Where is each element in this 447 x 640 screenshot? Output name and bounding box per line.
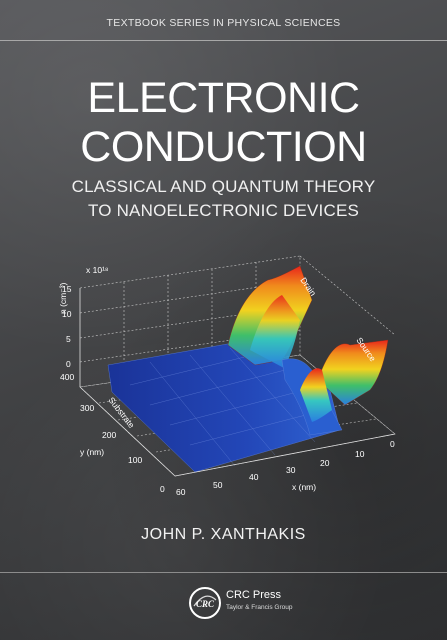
x-tick-10: 10 [355, 449, 365, 459]
y-tick-200: 200 [102, 430, 116, 440]
subtitle-line-1: CLASSICAL AND QUANTUM THEORY [71, 177, 376, 196]
plot-exponent-label: x 10¹⁸ [86, 265, 109, 275]
bottom-divider [0, 572, 447, 573]
x-tick-50: 50 [213, 480, 223, 490]
x-tick-0: 0 [390, 439, 395, 449]
title-line-1: ELECTRONIC [87, 74, 360, 122]
y-tick-400: 400 [60, 372, 74, 382]
plot-svg: x 10¹⁸ 15 10 5 0 n (cm⁻³) 400 300 200 10… [58, 255, 396, 497]
crc-logo-text: CRC [196, 599, 215, 609]
x-tick-60: 60 [176, 487, 186, 497]
plot-axes [79, 288, 396, 477]
z-axis-label: n (cm⁻³) [58, 282, 68, 314]
surface-source-ridge [300, 368, 332, 422]
z-tick-15: 15 [62, 284, 72, 294]
crc-logo-icon: CRC [189, 587, 221, 619]
author-name: JOHN P. XANTHAKIS [141, 526, 306, 543]
cover-figure-3d-plot: x 10¹⁸ 15 10 5 0 n (cm⁻³) 400 300 200 10… [0, 240, 447, 510]
top-divider [0, 40, 447, 41]
publisher-name: CRC Press [226, 589, 282, 601]
y-tick-100: 100 [128, 455, 142, 465]
z-tick-0: 0 [66, 359, 71, 369]
x-tick-30: 30 [286, 465, 296, 475]
y-tick-0: 0 [160, 484, 165, 494]
x-axis-label: x (nm) [292, 482, 316, 492]
series-title: TEXTBOOK SERIES IN PHYSICAL SCIENCES [106, 17, 341, 29]
subtitle-line-2: TO NANOELECTRONIC DEVICES [87, 201, 360, 220]
surface-mesh [129, 347, 326, 467]
y-tick-300: 300 [80, 403, 94, 413]
x-tick-40: 40 [249, 472, 259, 482]
z-tick-5: 5 [66, 334, 71, 344]
surface-drain-front [250, 295, 300, 368]
publisher-tagline: Taylor & Francis Group [226, 604, 293, 611]
z-tick-10: 10 [62, 309, 72, 319]
surface-source-peak [317, 339, 389, 406]
y-axis-label: y (nm) [80, 447, 104, 457]
publisher-block: CRC CRC Press Taylor & Francis Group [188, 586, 328, 626]
title-line-2: CONDUCTION [80, 123, 367, 171]
x-tick-20: 20 [320, 458, 330, 468]
